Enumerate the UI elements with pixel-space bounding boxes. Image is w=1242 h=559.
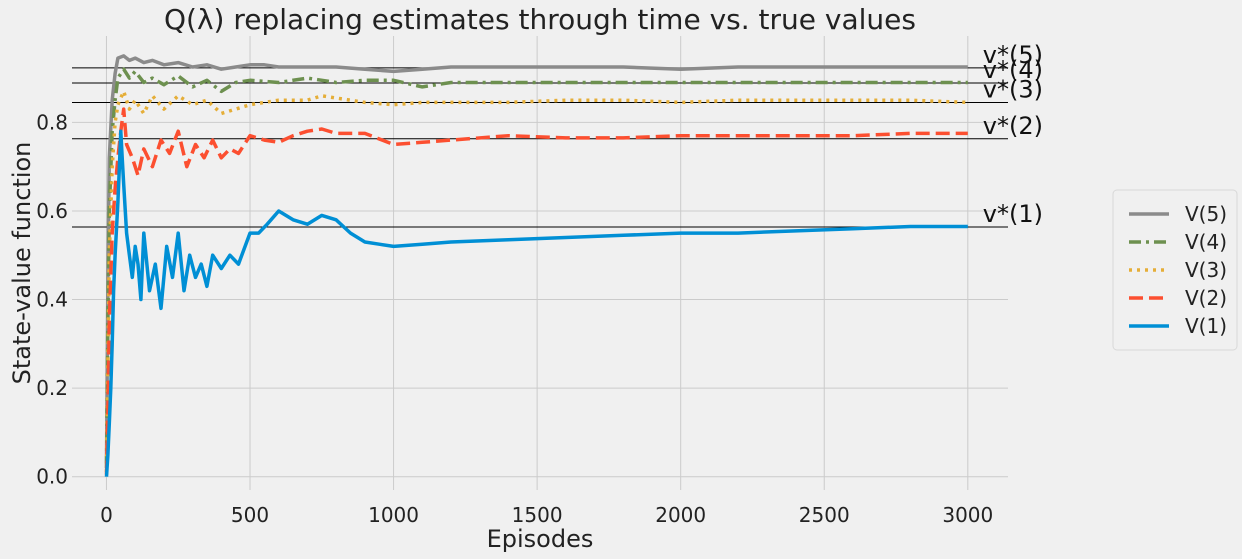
legend-label-v-4: V(4) bbox=[1185, 230, 1227, 254]
legend-label-v-5: V(5) bbox=[1185, 202, 1227, 226]
reference-label-v-5: v*(5) bbox=[983, 41, 1043, 69]
x-tick-label: 2500 bbox=[799, 503, 850, 527]
y-tick-label: 0.0 bbox=[36, 465, 68, 489]
y-tick-label: 0.2 bbox=[36, 376, 68, 400]
series-line-v-2 bbox=[104, 107, 968, 475]
x-tick-label: 1500 bbox=[512, 503, 563, 527]
legend: V(5) V(4) V(3) V(2) V(1) bbox=[1112, 189, 1238, 351]
series-line-v-1 bbox=[104, 129, 968, 477]
x-tick-label: 3000 bbox=[942, 503, 993, 527]
y-axis-label: State-value function bbox=[8, 142, 36, 385]
legend-label-v-2: V(2) bbox=[1185, 286, 1227, 310]
reference-label-v-4: v*(4) bbox=[983, 56, 1043, 84]
series-lines bbox=[104, 54, 968, 477]
y-tick-label: 0.6 bbox=[36, 199, 68, 223]
y-tick-label: 0.4 bbox=[36, 288, 68, 312]
y-tick-label: 0.8 bbox=[36, 110, 68, 134]
reference-label-v-1: v*(1) bbox=[983, 200, 1043, 228]
x-tick-label: 0 bbox=[100, 503, 113, 527]
reference-label-v-2: v*(2) bbox=[983, 112, 1043, 140]
reference-labels: v*(1) v*(2) v*(3)v*(4)v*(5) bbox=[983, 41, 1043, 228]
chart-title: Q(λ) replacing estimates through time vs… bbox=[164, 3, 916, 36]
y-tick-labels: 0.0 0.2 0.4 0.6 0.8 bbox=[36, 110, 68, 488]
series-line-v-5 bbox=[104, 54, 968, 464]
x-tick-label: 2000 bbox=[655, 503, 706, 527]
x-axis-label: Episodes bbox=[487, 525, 594, 553]
x-tick-label: 500 bbox=[231, 503, 269, 527]
grid bbox=[72, 36, 1008, 490]
reference-label-v-3: v*(3) bbox=[983, 76, 1043, 104]
x-tick-labels: 0 500 1000 1500 2000 2500 3000 bbox=[100, 503, 993, 527]
legend-label-v-1: V(1) bbox=[1185, 314, 1227, 338]
legend-label-v-3: V(3) bbox=[1185, 258, 1227, 282]
series-line-v-3 bbox=[104, 89, 968, 473]
x-tick-label: 1000 bbox=[368, 503, 419, 527]
series-line-v-4 bbox=[104, 67, 968, 468]
legend-box bbox=[1112, 189, 1238, 351]
reference-lines bbox=[72, 67, 1008, 228]
